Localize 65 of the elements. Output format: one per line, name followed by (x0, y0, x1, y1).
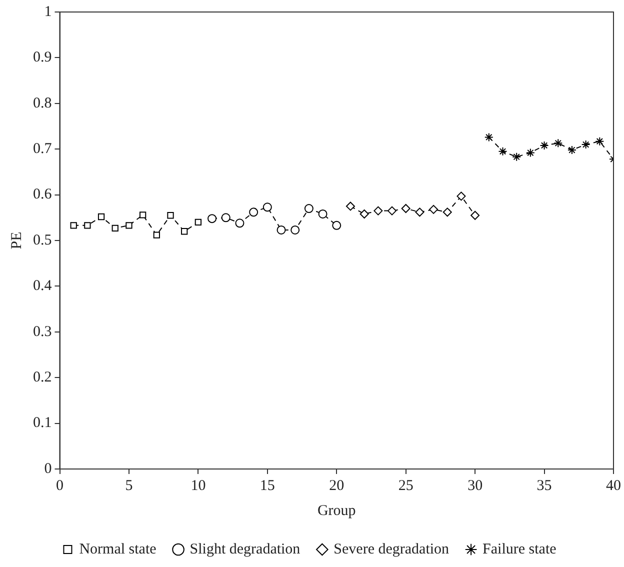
point (374, 206, 383, 216)
point (595, 136, 604, 146)
point (98, 213, 105, 220)
point (290, 225, 300, 234)
point (276, 225, 286, 234)
point (167, 212, 174, 219)
legend-label: Slight degradation (190, 541, 301, 558)
point (221, 213, 230, 222)
point (415, 208, 424, 217)
point (429, 204, 438, 214)
point (208, 214, 217, 224)
y-tick-label: 0.1 (33, 415, 52, 432)
x-tick-label: 5 (125, 478, 133, 494)
point (84, 222, 91, 229)
point (70, 222, 77, 229)
point (153, 232, 160, 238)
point (554, 138, 563, 148)
point (126, 222, 132, 229)
point (484, 132, 494, 142)
y-tick-label: 0.4 (33, 278, 52, 294)
point (401, 204, 410, 214)
point (235, 218, 244, 228)
legend-label: Failure state (482, 541, 557, 558)
point (360, 209, 369, 218)
point (262, 202, 272, 212)
y-tick-label: 1 (44, 4, 52, 20)
y-tick-label: 0.3 (33, 324, 52, 340)
x-tick-label: 0 (56, 478, 64, 494)
y-tick-label: 0.8 (33, 95, 52, 112)
legend-label: Severe degradation (334, 541, 450, 558)
point (512, 152, 522, 162)
x-tick-label: 40 (606, 478, 621, 494)
point (318, 209, 328, 218)
point (442, 208, 452, 217)
point (567, 146, 576, 155)
point (249, 208, 258, 217)
y-tick-label: 0.9 (33, 50, 52, 66)
point (498, 146, 508, 156)
y-tick-label: 0.7 (33, 141, 52, 158)
point (181, 228, 188, 235)
point (304, 204, 314, 214)
y-tick-label: 0.6 (33, 186, 52, 203)
x-tick-label: 30 (468, 478, 483, 494)
point (581, 140, 590, 150)
point (540, 140, 549, 150)
y-tick-label: 0.5 (33, 232, 52, 248)
point (194, 218, 202, 226)
point (112, 224, 118, 232)
x-tick-label: 15 (260, 478, 275, 494)
point (346, 202, 355, 211)
y-tick-label: 0 (44, 460, 52, 477)
point (456, 192, 466, 201)
x-axis-title: Group (317, 502, 356, 519)
point (388, 206, 396, 216)
y-tick-label: 0.2 (33, 370, 52, 386)
x-tick-label: 25 (398, 478, 414, 494)
x-tick-label: 20 (329, 478, 344, 494)
point (139, 212, 146, 218)
legend-label: Normal state (79, 541, 157, 558)
y-axis-title: PE (8, 232, 25, 250)
point (470, 210, 480, 220)
x-tick-label: 35 (536, 478, 552, 494)
point (332, 220, 342, 230)
point (526, 148, 535, 158)
x-tick-label: 10 (190, 478, 206, 494)
